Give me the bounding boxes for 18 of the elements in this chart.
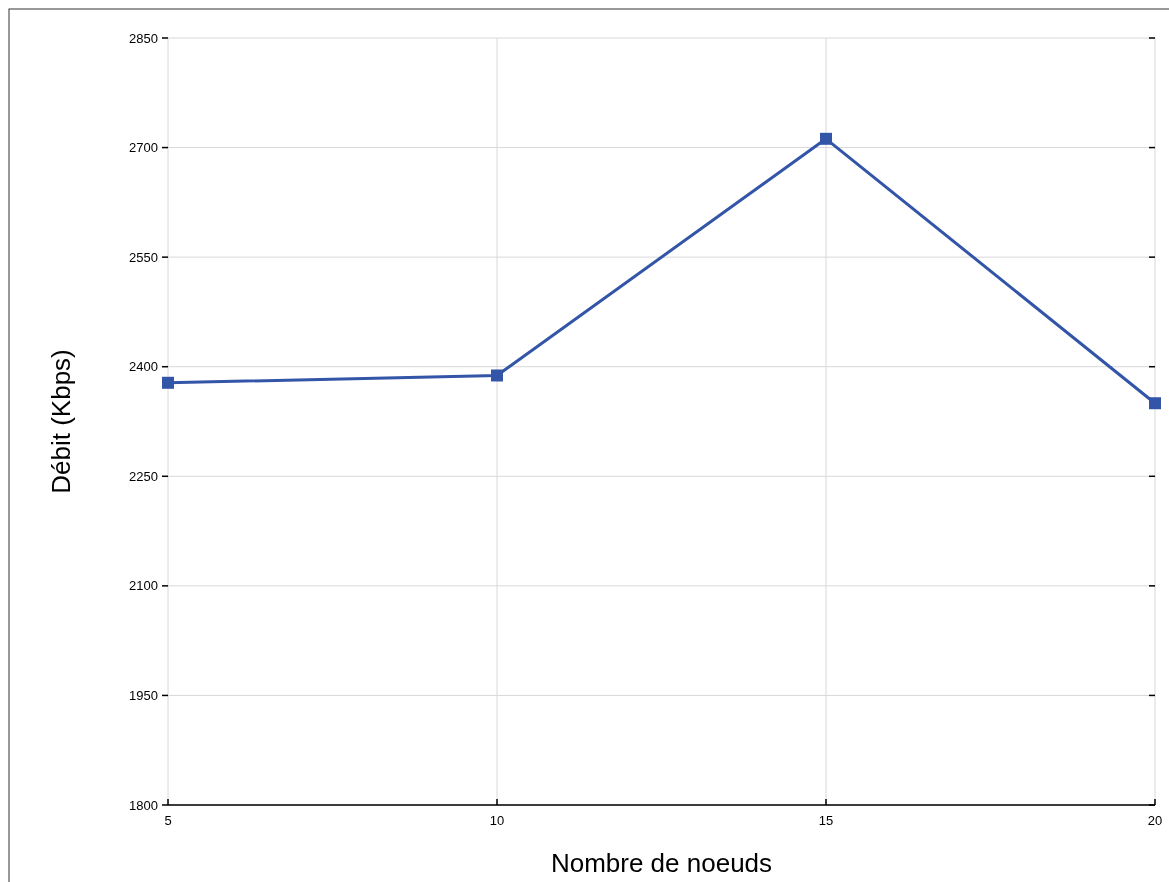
y-tick-label: 2550 xyxy=(129,249,158,265)
y-tick-label: 2100 xyxy=(129,578,158,594)
x-axis-title: Nombre de noeuds xyxy=(550,848,773,878)
x-tick-label: 10 xyxy=(489,813,505,828)
y-tick-label: 2400 xyxy=(129,359,158,375)
y-tick-label: 1800 xyxy=(129,797,158,813)
x-tick-label: 20 xyxy=(1147,813,1163,828)
x-tick-label: 5 xyxy=(164,813,172,828)
x-tick-label: 15 xyxy=(818,813,834,828)
point xyxy=(162,376,174,389)
y-axis-title: Débit (Kbps) xyxy=(46,349,76,494)
y-tick-label: 2850 xyxy=(129,30,158,46)
point xyxy=(1149,397,1161,410)
point xyxy=(491,369,503,382)
y-tick-label: 2250 xyxy=(129,468,158,484)
point xyxy=(820,132,832,145)
y-tick-label: 1950 xyxy=(129,687,158,703)
y-tick-label: 2700 xyxy=(129,140,158,156)
